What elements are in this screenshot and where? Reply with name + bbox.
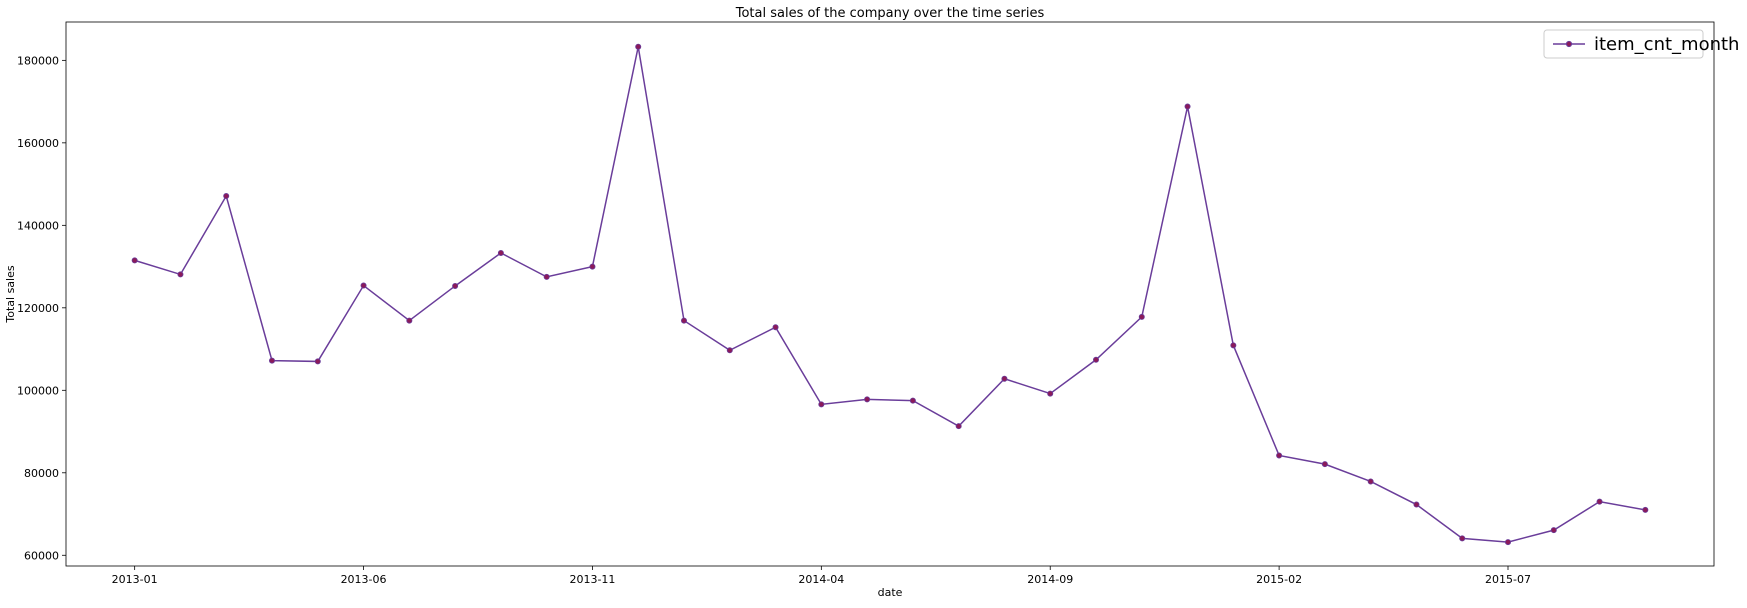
y-tick-label: 180000 xyxy=(17,54,59,67)
x-tick-label: 2014-09 xyxy=(1027,573,1073,586)
data-point-2014-04 xyxy=(818,401,825,408)
legend-label-item-cnt-month: item_cnt_month xyxy=(1594,34,1739,55)
x-tick-label: 2014-04 xyxy=(798,573,844,586)
data-point-2013-09 xyxy=(497,249,504,256)
data-point-2014-08 xyxy=(1001,375,1008,382)
y-tick-label: 100000 xyxy=(17,384,59,397)
data-point-2015-03 xyxy=(1321,461,1328,468)
x-tick-label: 2013-06 xyxy=(341,573,387,586)
data-point-2015-08 xyxy=(1550,527,1557,534)
legend: item_cnt_month xyxy=(1543,29,1739,59)
y-axis-ticks: 60000 80000 100000 120000 140000 160000 180000 xyxy=(17,54,66,562)
data-point-2013-10 xyxy=(543,273,550,280)
chart-title: Total sales of the company over the time… xyxy=(735,6,1045,21)
data-point-2013-06 xyxy=(360,282,367,289)
x-axis-label: date xyxy=(878,586,903,599)
legend-marker-swatch xyxy=(1565,40,1573,48)
y-tick-label: 60000 xyxy=(24,549,59,562)
legend-box xyxy=(1543,29,1704,59)
data-point-2013-07 xyxy=(406,317,413,324)
y-axis-label: Total sales xyxy=(4,265,17,323)
x-tick-label: 2015-02 xyxy=(1256,573,1302,586)
data-point-2015-09 xyxy=(1596,498,1603,505)
series-line-item-cnt-month xyxy=(134,46,1646,543)
data-point-2013-05 xyxy=(314,358,321,365)
data-point-2015-04 xyxy=(1367,478,1374,485)
data-point-2013-04 xyxy=(268,357,275,364)
data-point-2015-01 xyxy=(1230,342,1237,349)
data-point-2015-07 xyxy=(1505,539,1512,546)
data-point-2014-05 xyxy=(864,396,871,403)
y-tick-label: 140000 xyxy=(17,219,59,232)
data-point-2013-08 xyxy=(452,282,459,289)
data-point-2014-12 xyxy=(1184,103,1191,110)
x-tick-label: 2013-01 xyxy=(112,573,158,586)
data-point-2015-02 xyxy=(1276,452,1283,459)
y-tick-label: 120000 xyxy=(17,302,59,315)
data-point-2013-01 xyxy=(131,257,138,264)
series-markers xyxy=(131,43,1649,546)
y-tick-label: 80000 xyxy=(24,467,59,480)
data-point-2014-09 xyxy=(1047,390,1054,397)
data-point-2014-10 xyxy=(1093,356,1100,363)
data-point-2013-03 xyxy=(223,193,230,200)
x-axis-ticks: 2013-01 2013-06 2013-11 2014-04 2014-09 2015-… xyxy=(112,566,1531,586)
y-tick-label: 160000 xyxy=(17,137,59,150)
data-point-2013-12 xyxy=(635,43,642,50)
data-point-2014-01 xyxy=(681,317,688,324)
data-point-2013-11 xyxy=(589,263,596,270)
data-point-2013-02 xyxy=(177,271,184,278)
data-point-2014-02 xyxy=(726,347,733,354)
x-tick-label: 2015-07 xyxy=(1485,573,1531,586)
data-point-2014-06 xyxy=(909,397,916,404)
data-point-2014-07 xyxy=(955,423,962,430)
data-point-2015-05 xyxy=(1413,501,1420,508)
data-point-2015-10 xyxy=(1642,506,1649,513)
plot-area-frame xyxy=(65,21,1715,567)
data-point-2015-06 xyxy=(1459,535,1466,542)
data-point-2014-11 xyxy=(1138,313,1145,320)
x-tick-label: 2013-11 xyxy=(569,573,615,586)
data-point-2014-03 xyxy=(772,324,779,331)
